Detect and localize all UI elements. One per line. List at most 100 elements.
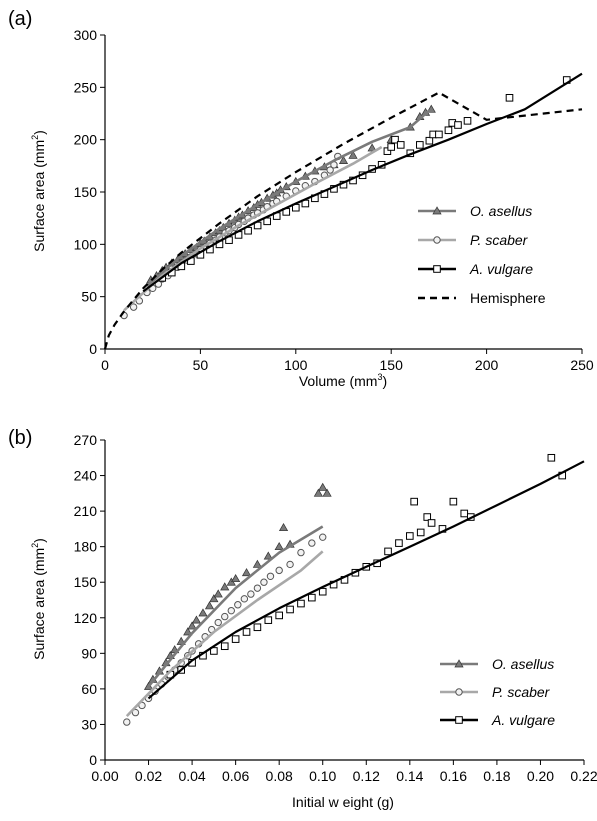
data-point-o-asellus [231, 573, 241, 583]
legend-label: Hemisphere [470, 290, 546, 306]
panel-b: (b) Surface area (mm2) Initial w eight (… [8, 427, 597, 810]
data-point-p-scaber [221, 612, 229, 621]
y-tick-label: 50 [81, 289, 97, 305]
data-point-o-asellus [204, 601, 215, 610]
panel-b-legend: O. asellus P. scaber A. vulgare [440, 656, 555, 728]
legend-marker [454, 659, 464, 668]
data-point-a-vulgare [264, 616, 273, 624]
data-point-a-vulgare [253, 623, 262, 632]
data-point-a-vulgare [297, 599, 305, 608]
x-tick-label: 200 [475, 357, 499, 373]
x-tick-label: 50 [193, 357, 209, 373]
y-tick-label: 250 [74, 79, 98, 95]
data-point-a-vulgare [449, 497, 458, 506]
data-point-a-vulgare [425, 136, 434, 145]
x-tick-label: 0.16 [440, 768, 467, 784]
data-point-a-vulgare [435, 130, 443, 139]
panel-b-label: (b) [8, 427, 32, 449]
y-tick-label: 0 [89, 752, 97, 768]
legend-label: O. asellus [492, 656, 554, 672]
x-tick-label: 0 [101, 357, 109, 373]
panel-a-plot-area [103, 72, 583, 350]
data-point-o-asellus [241, 568, 252, 577]
y-tick-label: 100 [74, 236, 98, 252]
legend-label: A. vulgare [469, 261, 533, 277]
data-point-p-scaber [247, 590, 255, 598]
data-point-p-scaber [326, 166, 334, 174]
x-tick-label: 0.14 [396, 768, 423, 784]
data-point-p-scaber [297, 548, 305, 557]
fit-line-p-scaber [125, 550, 324, 718]
legend-item-a-vulgare: A. vulgare [440, 712, 555, 728]
data-point-o-asellus [274, 541, 284, 551]
data-point-a-vulgare [210, 647, 218, 655]
panel-a: (a) Surface area (mm2) Volume (mm3) 0 50 1… [8, 8, 594, 389]
data-point-p-scaber [131, 708, 140, 717]
data-point-o-asellus [263, 551, 273, 560]
data-point-a-vulgare [444, 126, 453, 135]
x-tick-label: 0.04 [178, 768, 205, 784]
x-tick-label: 0.18 [483, 768, 510, 784]
data-point-o-asellus [322, 488, 332, 497]
y-tick-label: 0 [89, 341, 97, 357]
data-point-o-asellus [338, 155, 349, 164]
data-point-a-vulgare [427, 519, 436, 527]
data-point-o-asellus [220, 582, 230, 591]
y-tick-label: 150 [74, 184, 98, 200]
data-point-p-scaber [129, 303, 138, 311]
legend-item-p-scaber: P. scaber [440, 684, 551, 700]
data-point-o-asellus [183, 627, 193, 636]
data-point-a-vulgare [308, 593, 316, 602]
data-point-a-vulgare [416, 141, 424, 149]
y-tick-label: 180 [74, 539, 98, 555]
data-point-p-scaber [275, 566, 283, 575]
data-point-a-vulgare [242, 628, 251, 636]
y-tick-label: 60 [81, 681, 97, 697]
legend-item-o-asellus: O. asellus [418, 203, 532, 219]
data-point-p-scaber [123, 718, 131, 726]
legend-marker [433, 265, 441, 273]
data-point-p-scaber [240, 595, 249, 603]
x-tick-label: 0.20 [527, 768, 554, 784]
series-a-vulgare [158, 76, 571, 282]
legend-marker [455, 716, 463, 724]
legend-marker [433, 236, 441, 244]
y-tick-label: 270 [74, 432, 98, 448]
legend-label: O. asellus [470, 203, 532, 219]
fit-line-o-asellus [146, 109, 431, 288]
y-tick-label: 200 [74, 132, 98, 148]
data-point-o-asellus [278, 522, 289, 532]
y-tick-label: 90 [81, 645, 97, 661]
data-point-p-scaber [308, 539, 316, 547]
panel-b-axes: 0 30 60 90 120 150 180 210 240 270 0.00 0.02 0.04 0.0… [74, 432, 597, 784]
legend-label: A. vulgare [491, 712, 555, 728]
legend-label: P. scaber [470, 232, 529, 248]
data-point-a-vulgare [410, 497, 418, 506]
panel-b-x-axis-title: Initial w eight (g) [292, 794, 394, 810]
data-point-p-scaber [234, 601, 242, 609]
data-point-p-scaber [214, 618, 222, 627]
data-point-o-asellus [367, 143, 377, 152]
data-point-a-vulgare [460, 509, 469, 518]
data-point-o-asellus [191, 615, 202, 624]
data-point-a-vulgare [547, 453, 556, 462]
panel-b-plot-area [123, 453, 585, 726]
data-point-o-asellus [252, 559, 263, 568]
panel-a-y-axis-title: Surface area (mm2) [30, 130, 47, 252]
x-tick-label: 100 [284, 357, 308, 373]
data-point-o-asellus [187, 621, 197, 630]
data-point-p-scaber [266, 572, 275, 580]
series-p-scaber [123, 533, 327, 726]
fit-line-hemisphere [103, 91, 583, 350]
data-point-a-vulgare [463, 117, 472, 125]
y-tick-label: 210 [74, 503, 98, 519]
panel-a-label: (a) [8, 8, 32, 30]
x-tick-label: 0.22 [570, 768, 597, 784]
data-point-a-vulgare [383, 147, 392, 155]
x-tick-label: 0.00 [91, 768, 118, 784]
y-tick-label: 300 [74, 27, 98, 43]
data-point-p-scaber [319, 533, 327, 541]
panel-a-x-axis-title: Volume (mm3) [299, 372, 387, 389]
x-tick-label: 0.02 [135, 768, 162, 784]
